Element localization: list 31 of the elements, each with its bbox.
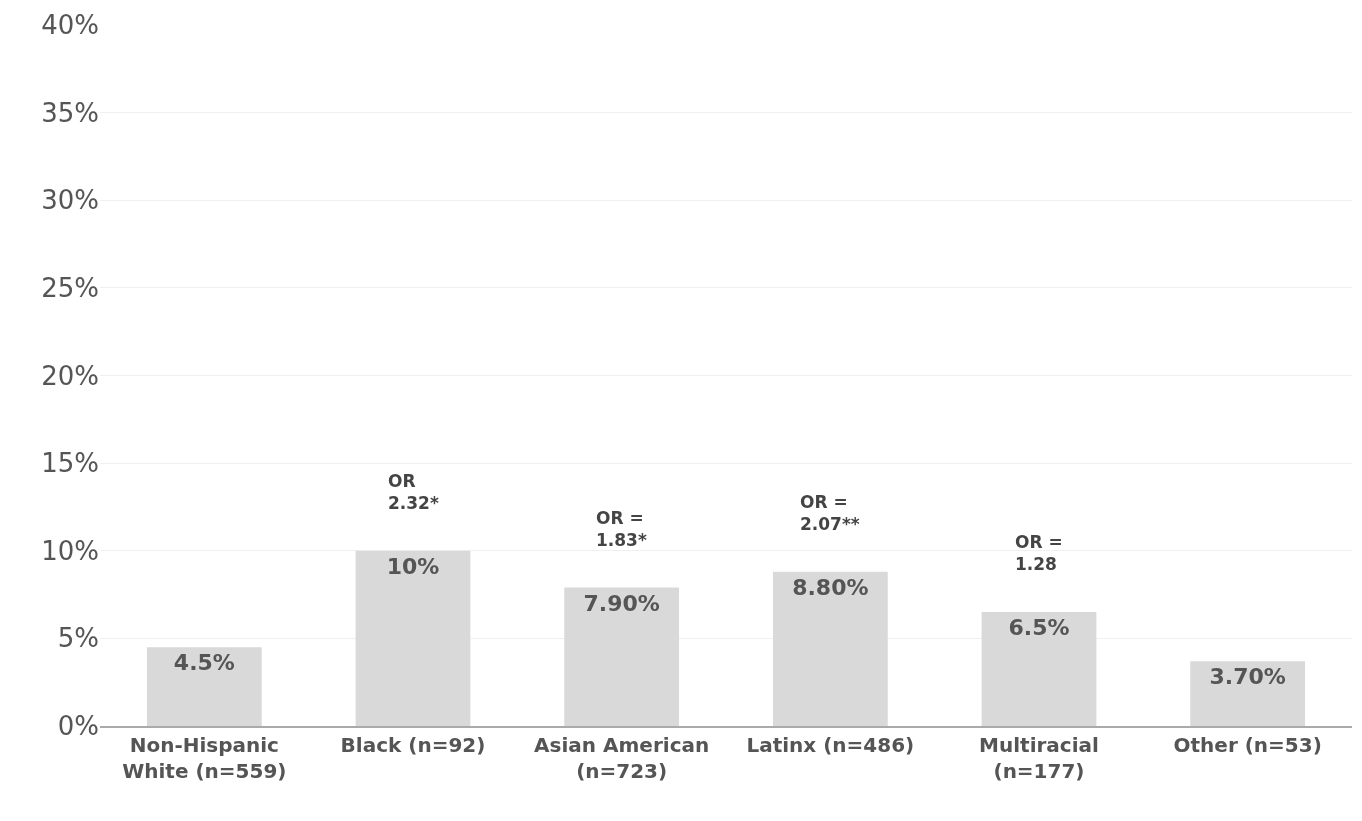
y-tick-label: 40% xyxy=(41,10,99,41)
data-label: 8.80% xyxy=(792,574,869,600)
x-tick-label: Latinx (n=486) xyxy=(746,733,915,757)
x-tick-label: Multiracial (n=177) xyxy=(979,733,1099,783)
annotation: OR = 1.83* xyxy=(596,508,647,551)
y-tick-label: 15% xyxy=(41,448,99,479)
bar xyxy=(355,550,471,726)
data-label: 3.70% xyxy=(1209,664,1286,690)
y-tick-label: 20% xyxy=(41,360,99,391)
y-tick-label: 10% xyxy=(41,535,99,566)
annotation: OR = 2.07** xyxy=(800,492,860,535)
bar xyxy=(1190,661,1306,726)
x-tick-label: Asian American (n=723) xyxy=(534,733,710,783)
data-label: 6.5% xyxy=(1008,615,1070,641)
bar xyxy=(564,587,680,726)
annotation: OR = 1.28 xyxy=(1015,532,1063,575)
y-tick-label: 5% xyxy=(57,623,99,654)
data-label: 7.90% xyxy=(583,590,660,616)
data-label: 10% xyxy=(386,553,440,579)
bar xyxy=(146,647,262,726)
bar xyxy=(981,612,1097,726)
bar xyxy=(772,571,888,726)
x-tick-label: Non-Hispanic White (n=559) xyxy=(122,733,287,783)
y-tick-label: 25% xyxy=(41,272,99,303)
data-label: 4.5% xyxy=(173,650,235,676)
y-tick-label: 0% xyxy=(57,711,99,742)
y-tick-label: 30% xyxy=(41,185,99,216)
annotation: OR 2.32* xyxy=(388,471,439,514)
x-tick-label: Black (n=92) xyxy=(340,733,486,757)
y-tick-label: 35% xyxy=(41,97,99,128)
x-tick-label: Other (n=53) xyxy=(1173,733,1322,757)
